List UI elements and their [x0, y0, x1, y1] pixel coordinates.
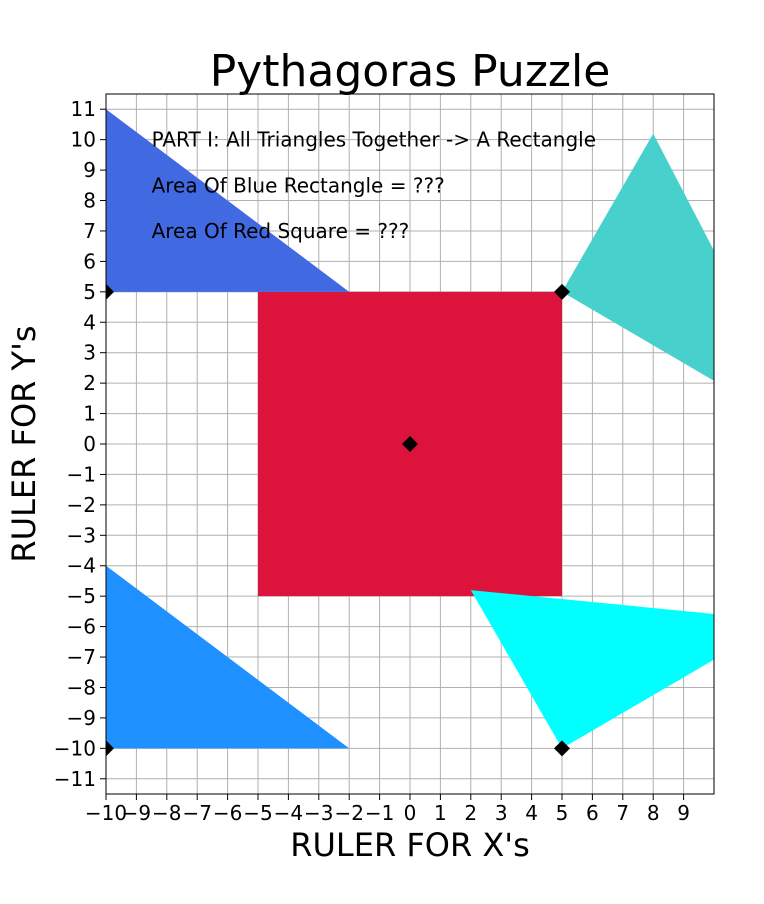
- y-tick-label: 9: [83, 158, 96, 182]
- annotation-text: Area Of Blue Rectangle = ???: [152, 173, 445, 197]
- y-tick-label: −7: [67, 645, 96, 669]
- diamond-marker: [402, 436, 418, 452]
- x-tick-label: 8: [647, 801, 660, 825]
- x-tick-label: −2: [334, 801, 363, 825]
- dodger-blue-triangle: [106, 565, 350, 749]
- y-tick-label: −8: [67, 675, 96, 699]
- x-tick-label: 9: [677, 801, 690, 825]
- x-tick-label: 0: [404, 801, 417, 825]
- y-tick-label: 3: [83, 341, 96, 365]
- y-tick-label: −1: [67, 462, 96, 486]
- x-tick-label: 2: [464, 801, 477, 825]
- diamond-marker: [106, 283, 114, 300]
- y-tick-label: 0: [83, 432, 96, 456]
- x-tick-label: −4: [274, 801, 303, 825]
- royal-blue-triangle: [106, 109, 350, 292]
- y-tick-label: −2: [67, 493, 96, 517]
- x-tick-label: 3: [495, 801, 508, 825]
- x-tick-label: −1: [365, 801, 394, 825]
- y-tick-label: 4: [83, 310, 96, 334]
- y-tick-label: 10: [71, 128, 96, 152]
- y-tick-label: −5: [67, 584, 96, 608]
- x-tick-label: −3: [304, 801, 333, 825]
- x-tick-label: 1: [434, 801, 447, 825]
- y-tick-label: 6: [83, 249, 96, 273]
- y-tick-label: 2: [83, 371, 96, 395]
- x-tick-label: −5: [243, 801, 272, 825]
- x-tick-label: −10: [85, 801, 127, 825]
- x-tick-label: −6: [213, 801, 242, 825]
- diamond-marker: [554, 740, 570, 757]
- cyan-triangle: [470, 590, 714, 749]
- x-tick-label: 6: [586, 801, 599, 825]
- diamond-marker: [106, 740, 114, 757]
- medium-turquoise-triangle: [562, 133, 714, 381]
- y-tick-label: −3: [67, 523, 96, 547]
- y-tick-label: 11: [71, 97, 96, 121]
- y-tick-label: −9: [67, 706, 96, 730]
- x-tick-label: −9: [122, 801, 151, 825]
- y-tick-label: −11: [54, 767, 96, 791]
- diamond-marker: [554, 283, 570, 300]
- x-tick-label: 7: [616, 801, 629, 825]
- y-tick-label: 5: [83, 280, 96, 304]
- x-axis-title: RULER FOR X's: [290, 826, 530, 864]
- y-tick-label: 8: [83, 189, 96, 213]
- x-tick-label: −8: [152, 801, 181, 825]
- y-tick-label: −6: [67, 615, 96, 639]
- y-tick-label: 7: [83, 219, 96, 243]
- y-tick-label: −10: [54, 736, 96, 760]
- x-tick-label: 4: [525, 801, 538, 825]
- chart-title: Pythagoras Puzzle: [210, 46, 611, 97]
- annotation-text: Area Of Red Square = ???: [152, 219, 410, 243]
- y-tick-label: −4: [67, 554, 96, 578]
- x-tick-label: −7: [182, 801, 211, 825]
- y-axis-title: RULER FOR Y's: [5, 325, 43, 562]
- y-tick-label: 1: [83, 402, 96, 426]
- x-tick-label: 5: [556, 801, 569, 825]
- annotation-text: PART I: All Triangles Together -> A Rect…: [152, 128, 596, 152]
